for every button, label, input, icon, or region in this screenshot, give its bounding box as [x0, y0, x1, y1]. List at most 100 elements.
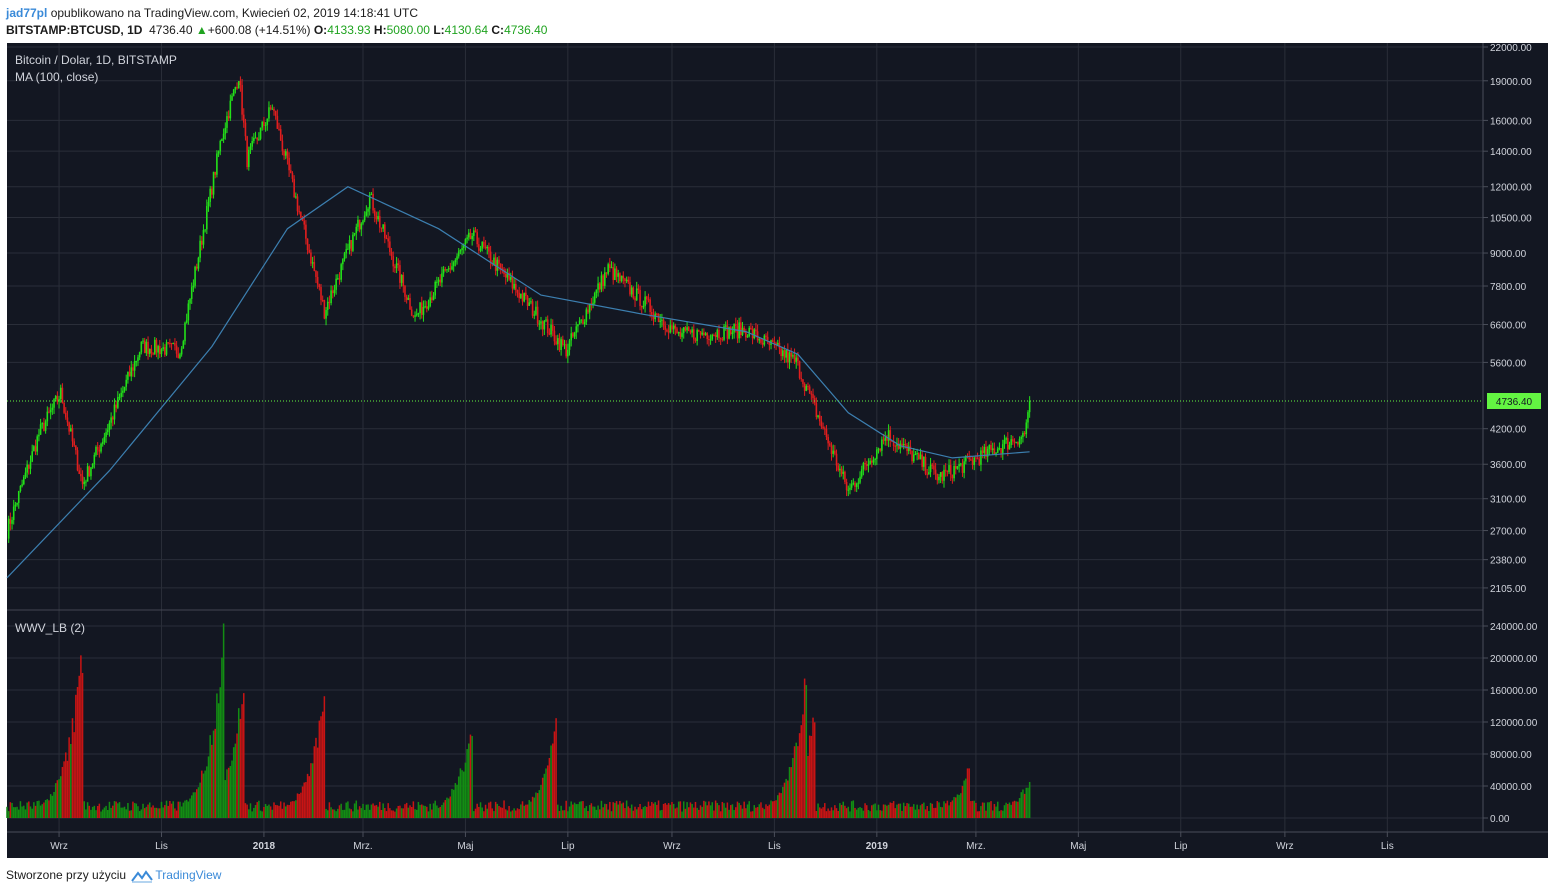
- volume-bar: [206, 766, 208, 818]
- volume-bar: [227, 767, 230, 818]
- candle-body: [555, 341, 557, 345]
- candle-body: [162, 347, 164, 350]
- candle-body: [313, 262, 316, 272]
- volume-bar: [731, 804, 734, 818]
- candle-body: [533, 314, 536, 316]
- volume-bar: [394, 811, 396, 818]
- candle-body: [135, 361, 138, 363]
- candle-body: [12, 506, 15, 521]
- volume-bar: [75, 694, 77, 818]
- candle-body: [531, 301, 534, 316]
- volume-bar: [562, 810, 564, 818]
- volume-bar: [714, 800, 717, 818]
- candle-body: [713, 334, 715, 336]
- volume-bar: [468, 743, 470, 818]
- candle-body: [1022, 432, 1024, 438]
- candle-body: [237, 81, 240, 89]
- candle-body: [716, 329, 719, 338]
- volume-bar: [592, 806, 594, 818]
- candle-body: [872, 459, 875, 463]
- volume-bar: [944, 803, 947, 818]
- candle-body: [155, 339, 158, 353]
- volume-bar: [214, 728, 216, 818]
- volume-bar: [128, 810, 131, 818]
- chart-title: Bitcoin / Dolar, 1D, BITSTAMP: [15, 53, 177, 67]
- volume-bar: [864, 803, 866, 818]
- volume-bar: [91, 806, 94, 818]
- candle-body: [180, 348, 183, 355]
- volume-bar: [276, 805, 279, 818]
- volume-bar: [948, 805, 950, 818]
- candle-body: [264, 124, 267, 126]
- candle-body: [128, 371, 131, 377]
- candle-body: [343, 253, 346, 260]
- volume-bar: [1005, 802, 1007, 818]
- volume-bar: [1017, 801, 1019, 818]
- candle-body: [306, 238, 309, 251]
- volume-bar: [583, 808, 586, 818]
- candle-body: [619, 273, 621, 282]
- candle-body: [330, 290, 332, 304]
- volume-bar: [93, 805, 96, 818]
- volume-bar: [459, 768, 462, 818]
- author-link[interactable]: jad77pl: [6, 6, 48, 20]
- volume-bar: [61, 766, 64, 818]
- volume-bar: [316, 747, 319, 818]
- volume-bar: [577, 804, 579, 818]
- candle-body: [808, 386, 811, 394]
- candle-body: [829, 443, 831, 446]
- candle-body: [96, 446, 99, 450]
- volume-bar: [551, 743, 554, 818]
- volume-bar: [640, 809, 643, 818]
- price-tick-label: 5600.00: [1490, 358, 1527, 369]
- candle-body: [73, 441, 75, 446]
- volume-bar: [101, 809, 104, 818]
- volume-bar: [620, 803, 623, 818]
- volume-bar: [807, 755, 809, 818]
- volume-bar: [34, 805, 37, 818]
- volume-bar: [907, 803, 910, 818]
- volume-bar: [963, 780, 965, 818]
- candle-body: [659, 320, 662, 323]
- candle-body: [694, 339, 697, 341]
- volume-bar: [724, 807, 727, 818]
- volume-bar: [1000, 810, 1002, 818]
- volume-bar: [894, 808, 897, 818]
- volume-bar: [760, 802, 762, 818]
- candle-body: [610, 267, 613, 269]
- volume-bar: [792, 758, 794, 818]
- candle-body: [508, 272, 510, 280]
- candle-body: [209, 188, 211, 202]
- volume-bar: [169, 800, 171, 818]
- volume-bar: [780, 793, 782, 818]
- volume-bar: [755, 807, 757, 818]
- volume-bar: [578, 801, 581, 818]
- candle-body: [797, 357, 799, 362]
- candle-body: [268, 107, 270, 119]
- volume-bar: [427, 811, 430, 818]
- volume-bar: [397, 805, 400, 818]
- candle-body: [573, 332, 576, 337]
- candle-body: [310, 252, 312, 264]
- volume-bar: [787, 780, 789, 818]
- candle-body: [666, 329, 668, 332]
- volume-bar: [684, 808, 687, 818]
- candle-body: [928, 472, 930, 475]
- candle-body: [600, 275, 603, 290]
- volume-bar: [743, 801, 745, 818]
- candle-body: [76, 450, 79, 471]
- volume-bar: [605, 804, 608, 818]
- volume-bar: [604, 803, 606, 818]
- volume-bar: [844, 805, 846, 818]
- footer-brand-link[interactable]: TradingView: [155, 868, 222, 882]
- volume-bar: [209, 735, 211, 818]
- volume-bar: [778, 792, 781, 818]
- volume-bar: [646, 806, 648, 818]
- volume-bar: [484, 804, 487, 818]
- candle-body: [338, 278, 341, 280]
- candle-body: [174, 343, 176, 346]
- volume-bar: [711, 802, 714, 818]
- price-tick-label: 22000.00: [1490, 43, 1532, 54]
- volume-bar: [1010, 804, 1012, 818]
